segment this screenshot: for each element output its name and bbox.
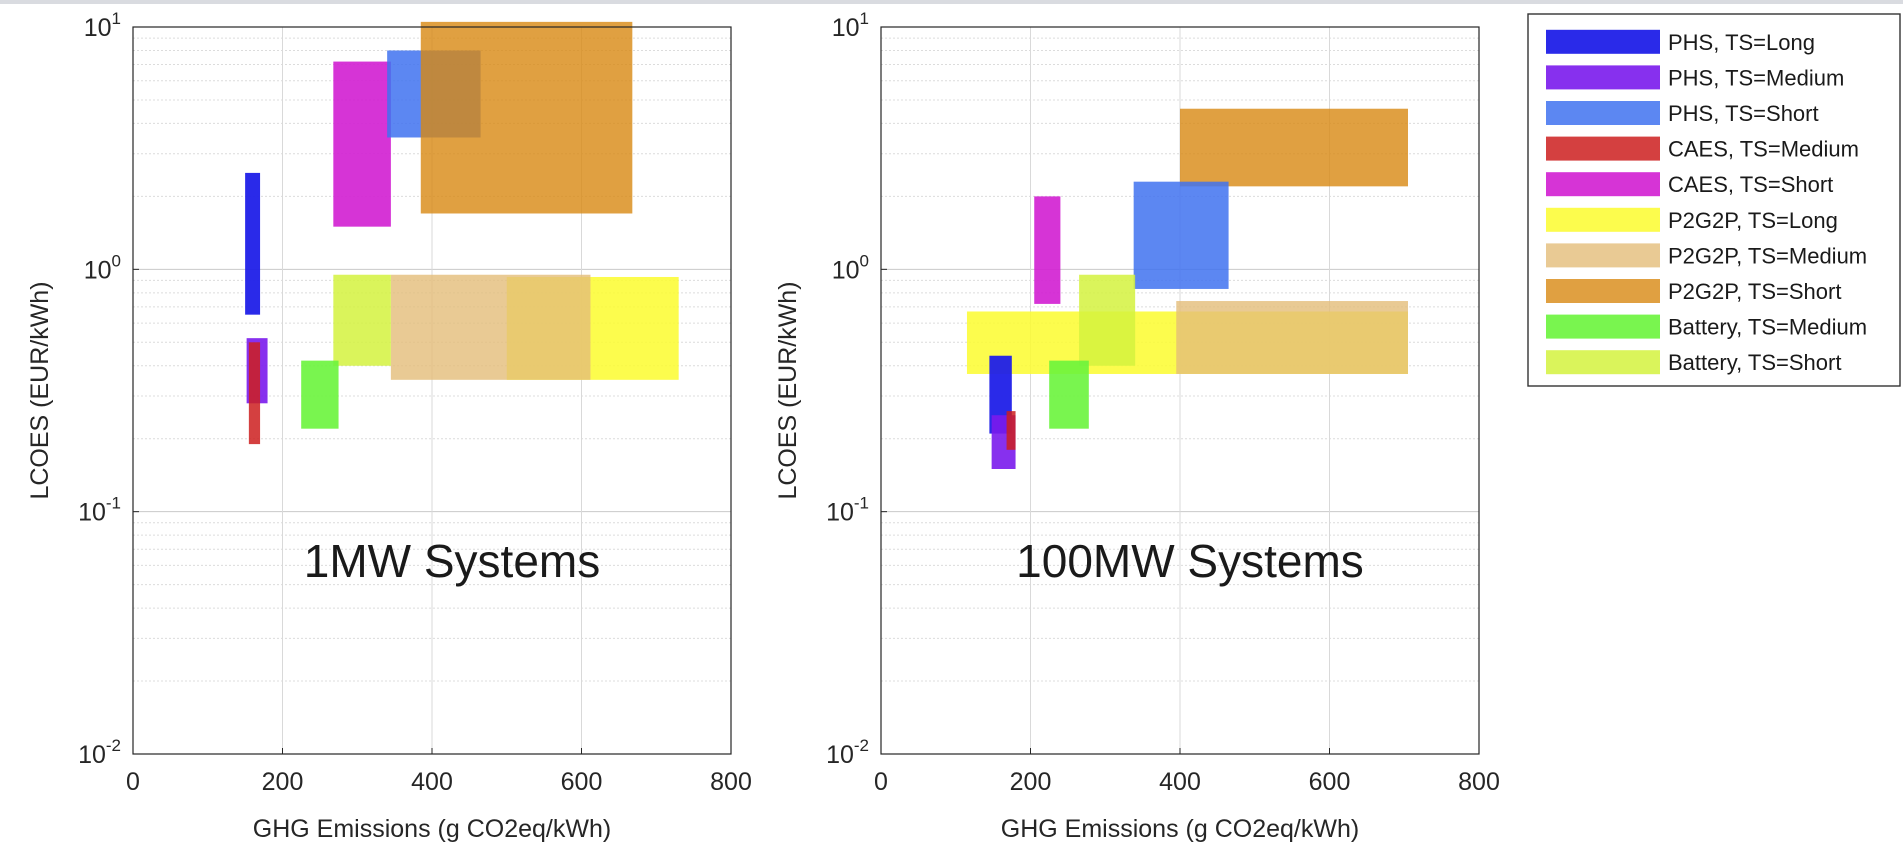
region-phs-ts-short <box>1133 181 1229 289</box>
x-tick-label: 400 <box>411 768 453 796</box>
legend-label: Battery, TS=Short <box>1668 350 1841 375</box>
legend: PHS, TS=Long PHS, TS=Medium PHS, TS=Short C… <box>1527 13 1901 387</box>
legend-label: P2G2P, TS=Long <box>1668 208 1838 233</box>
chart-panel-1: 0 200 400 600 800 10-2 10-1 100 101 GHG Emissions… <box>26 9 752 843</box>
legend-swatch <box>1546 65 1660 90</box>
y-tick-label: 100 <box>832 251 869 284</box>
region-battery-ts-short <box>1079 274 1136 366</box>
legend-label: P2G2P, TS=Medium <box>1668 243 1867 268</box>
region-caes-ts-short <box>1034 196 1061 304</box>
legend-label: PHS, TS=Long <box>1668 30 1815 55</box>
y-tick-label: 10-2 <box>78 736 121 769</box>
data-regions <box>966 108 1408 469</box>
y-tick-label: 100 <box>84 251 121 284</box>
region-caes-ts-medium <box>248 342 261 445</box>
region-p2g2p-ts-medium <box>1176 301 1408 374</box>
x-tick-label: 800 <box>1458 768 1500 796</box>
x-tick-label: 600 <box>561 768 603 796</box>
legend-swatch <box>1546 136 1660 161</box>
x-tick-label: 200 <box>1010 768 1052 796</box>
legend-swatch <box>1546 243 1660 268</box>
region-p2g2p-ts-short <box>1180 108 1408 187</box>
y-axis-label: LCOES (EUR/kWh) <box>26 281 54 499</box>
x-axis-label: GHG Emissions (g CO2eq/kWh) <box>253 815 611 843</box>
y-axis-label: LCOES (EUR/kWh) <box>774 281 802 499</box>
region-caes-ts-short <box>333 61 391 227</box>
panel-annotation: 100MW Systems <box>1016 535 1364 587</box>
x-tick-label: 0 <box>874 768 888 796</box>
legend-swatch <box>1546 29 1660 54</box>
region-phs-ts-long <box>989 355 1012 434</box>
legend-label: P2G2P, TS=Short <box>1668 279 1841 304</box>
y-tick-label: 101 <box>832 9 869 42</box>
legend-label: CAES, TS=Short <box>1668 172 1833 197</box>
y-tick-label: 10-2 <box>826 736 869 769</box>
legend-swatch <box>1546 314 1660 339</box>
chart-panel-2: 0 200 400 600 800 10-2 10-1 100 101 GHG Emissions… <box>774 9 1500 843</box>
top-border <box>0 0 1903 4</box>
legend-swatch <box>1546 207 1660 232</box>
x-tick-label: 400 <box>1159 768 1201 796</box>
legend-label: PHS, TS=Medium <box>1668 65 1844 90</box>
x-tick-label: 800 <box>710 768 752 796</box>
y-tick-label: 10-1 <box>826 494 869 527</box>
region-battery-ts-short <box>333 274 391 366</box>
legend-label: CAES, TS=Medium <box>1668 137 1859 162</box>
region-battery-ts-medium <box>1049 360 1089 429</box>
region-phs-ts-long <box>245 172 261 315</box>
y-tick-label: 10-1 <box>78 494 121 527</box>
x-tick-label: 200 <box>262 768 304 796</box>
y-tick-label: 101 <box>84 9 121 42</box>
x-axis-label: GHG Emissions (g CO2eq/kWh) <box>1001 815 1359 843</box>
x-tick-label: 600 <box>1309 768 1351 796</box>
x-tick-label: 0 <box>126 768 140 796</box>
legend-label: Battery, TS=Medium <box>1668 315 1867 340</box>
region-p2g2p-ts-medium <box>390 274 591 380</box>
region-battery-ts-medium <box>301 360 339 429</box>
legend-label: PHS, TS=Short <box>1668 101 1819 126</box>
legend-swatch <box>1546 279 1660 303</box>
legend-swatch <box>1546 350 1660 375</box>
region-p2g2p-ts-short <box>420 21 633 214</box>
legend-swatch <box>1546 101 1660 125</box>
panel-annotation: 1MW Systems <box>304 535 600 587</box>
data-regions <box>245 21 679 445</box>
legend-swatch <box>1546 172 1660 197</box>
region-caes-ts-medium <box>1006 411 1016 450</box>
